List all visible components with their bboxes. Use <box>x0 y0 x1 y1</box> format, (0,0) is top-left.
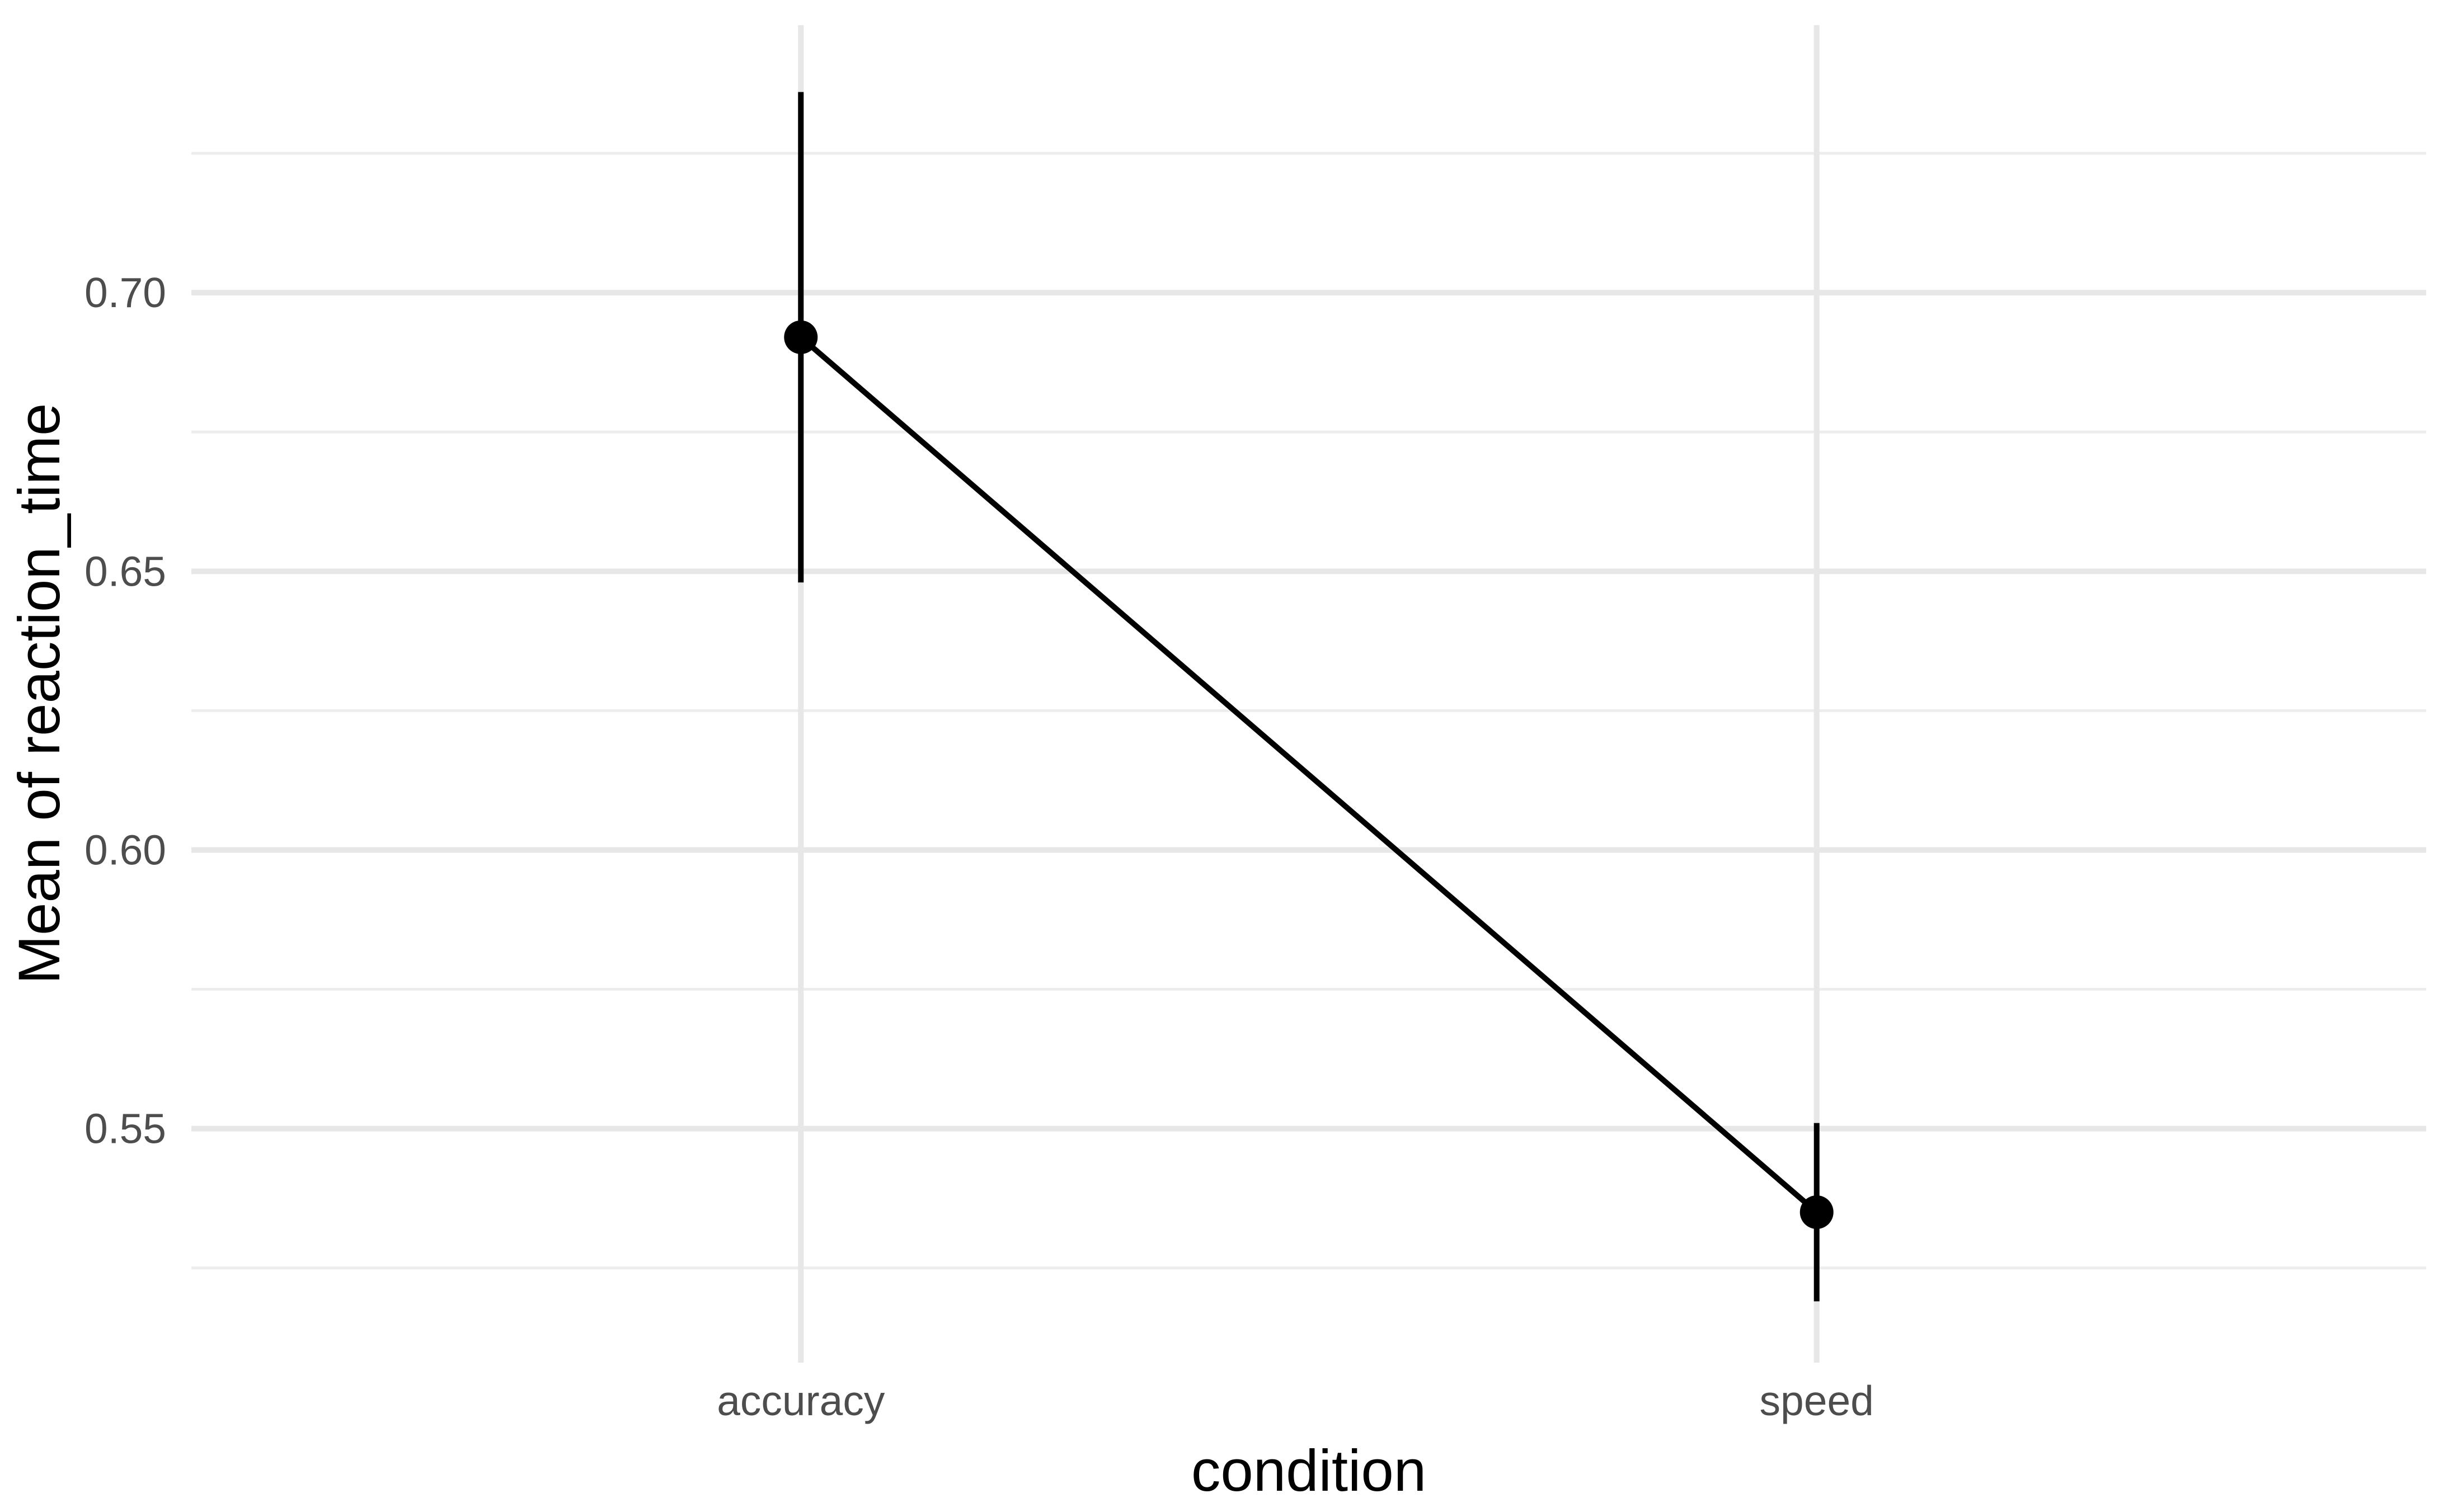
x-axis-tick-labels: accuracy speed <box>717 1377 1874 1424</box>
gridlines-major <box>191 290 2426 1132</box>
error-bars <box>798 92 1820 1302</box>
y-tick-label: 0.70 <box>84 269 166 316</box>
y-tick-label: 0.60 <box>84 826 166 873</box>
data-points <box>784 320 1834 1230</box>
y-axis-title: Mean of reaction_time <box>7 403 72 985</box>
x-tick-label: speed <box>1760 1377 1874 1424</box>
x-tick-label: accuracy <box>717 1377 885 1424</box>
gridlines-minor <box>191 152 2426 1270</box>
mean-point <box>784 320 818 354</box>
gridlines-vertical <box>798 25 1820 1363</box>
mean-point <box>1799 1195 1834 1230</box>
y-tick-label: 0.55 <box>84 1105 166 1152</box>
x-axis-title: condition <box>1191 1438 1426 1504</box>
series-line <box>799 335 1819 1214</box>
series-segment <box>799 335 1819 1214</box>
y-tick-label: 0.65 <box>84 548 166 595</box>
y-axis-tick-labels: 0.55 0.60 0.65 0.70 <box>84 269 166 1152</box>
